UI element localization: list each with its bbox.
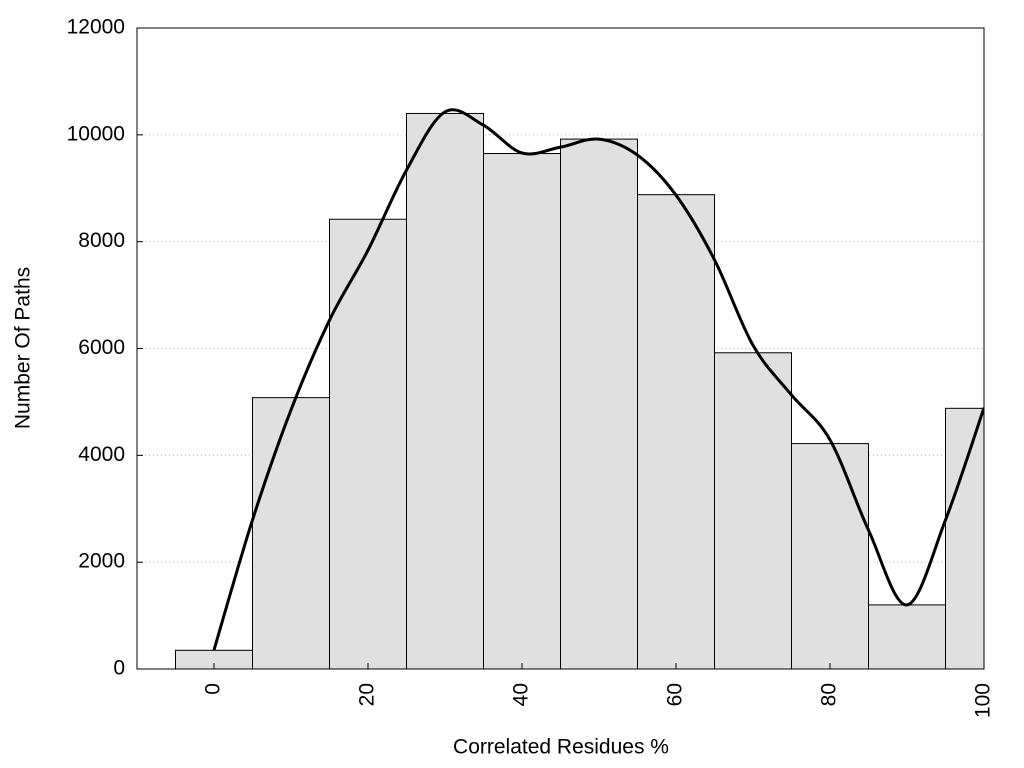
histogram-bar — [714, 352, 792, 669]
y-tick-label: 8000 — [78, 229, 125, 252]
y-tick-label: 0 — [113, 657, 125, 680]
x-tick-label: 100 — [972, 683, 995, 718]
y-tick-label: 6000 — [78, 336, 125, 359]
plot-area — [137, 28, 984, 669]
x-tick-label: 60 — [664, 683, 687, 706]
x-tick-label: 0 — [202, 683, 225, 695]
histogram-bar — [329, 218, 407, 669]
histogram-bar — [791, 443, 869, 669]
y-tick-label: 2000 — [78, 550, 125, 573]
histogram-bar — [868, 604, 946, 669]
x-tick-label: 80 — [818, 683, 841, 706]
histogram-bar — [945, 407, 984, 669]
x-tick-label: 20 — [356, 683, 379, 706]
histogram-bar — [406, 112, 484, 669]
histogram-bar — [483, 153, 561, 669]
y-tick-label: 12000 — [67, 16, 125, 39]
histogram-bar — [637, 194, 715, 669]
y-axis-label: Number Of Paths — [12, 267, 35, 429]
y-tick-label: 10000 — [67, 122, 125, 145]
x-tick-label: 40 — [510, 683, 533, 706]
histogram-bar — [252, 397, 330, 669]
histogram-bar — [560, 138, 638, 669]
density-line — [212, 108, 984, 651]
x-axis-label: Correlated Residues % — [453, 736, 669, 759]
y-tick-label: 4000 — [78, 443, 125, 466]
